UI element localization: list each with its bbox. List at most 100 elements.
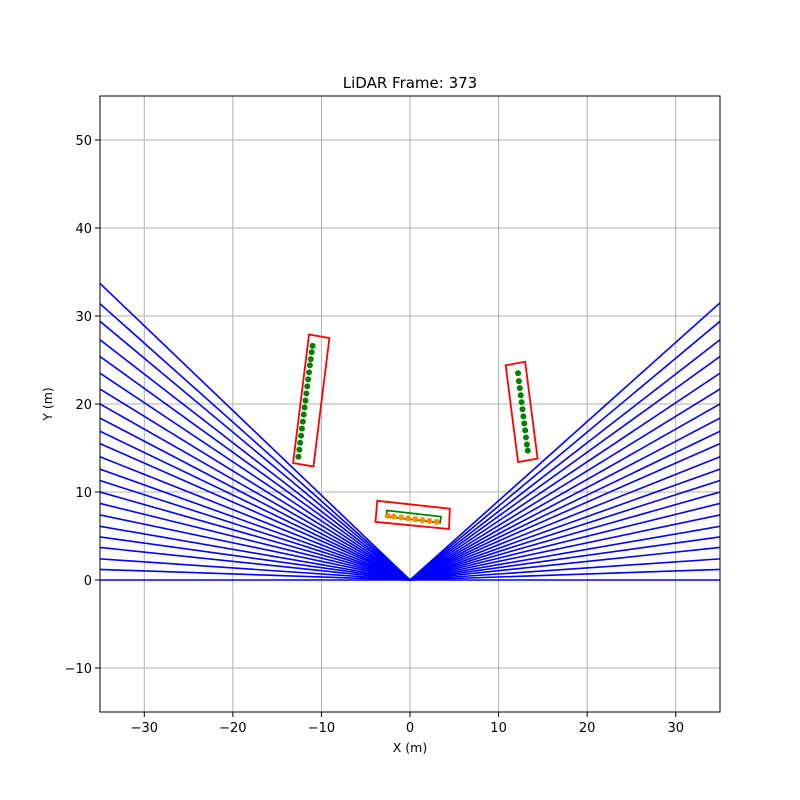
- lidar-ray: [100, 282, 411, 581]
- x-axis-label: X (m): [393, 740, 427, 755]
- green-point: [295, 453, 302, 460]
- green-point: [517, 392, 524, 399]
- green-point: [303, 390, 310, 397]
- x-tick-label: −10: [308, 721, 335, 736]
- lidar-ray: [100, 403, 411, 581]
- lidar-ray: [409, 536, 720, 581]
- green-point: [300, 411, 307, 418]
- orange-point: [398, 514, 405, 521]
- y-tick-label: 50: [75, 134, 92, 149]
- green-point: [304, 383, 311, 390]
- lidar-ray: [100, 491, 411, 581]
- green-point: [524, 447, 531, 454]
- lidar-ray: [409, 514, 720, 581]
- lidar-ray: [409, 388, 720, 581]
- y-tick-label: −10: [65, 662, 92, 677]
- orange-point: [405, 515, 412, 522]
- y-axis-label: Y (m): [40, 387, 55, 422]
- x-tick-label: 30: [667, 721, 684, 736]
- lidar-ray: [409, 456, 720, 581]
- lidar-ray: [409, 525, 720, 581]
- red-bounding-box: [292, 333, 331, 468]
- green-point: [302, 397, 309, 404]
- green-point: [308, 349, 315, 356]
- x-tick-label: −20: [219, 721, 246, 736]
- lidar-ray: [100, 355, 411, 581]
- lidar-ray: [409, 468, 720, 581]
- green-point: [523, 434, 530, 441]
- green-point: [307, 356, 314, 363]
- lidar-ray: [100, 372, 411, 581]
- y-tick-label: 40: [75, 222, 92, 237]
- orange-point: [412, 516, 419, 523]
- green-point: [518, 399, 525, 406]
- y-tick-label: 30: [75, 310, 92, 325]
- green-point: [309, 342, 316, 349]
- green-point: [520, 413, 527, 420]
- bounding-boxes: [292, 333, 539, 530]
- lidar-ray: [100, 525, 411, 581]
- orange-point: [419, 517, 426, 524]
- lidar-ray: [409, 372, 720, 581]
- point-clusters: [295, 342, 531, 525]
- lidar-ray: [409, 430, 720, 581]
- lidar-ray: [409, 546, 720, 581]
- green-point: [298, 425, 305, 432]
- orange-point: [391, 513, 398, 520]
- green-point: [299, 418, 306, 425]
- lidar-ray: [409, 403, 720, 581]
- lidar-ray: [100, 502, 411, 581]
- lidar-ray: [100, 417, 411, 581]
- lidar-ray: [100, 479, 411, 581]
- red-bounding-box: [504, 360, 539, 464]
- y-tick-label: 10: [75, 486, 92, 501]
- lidar-ray: [100, 442, 411, 581]
- orange-point: [426, 518, 433, 525]
- x-tick-label: 0: [406, 721, 414, 736]
- lidar-ray: [100, 536, 411, 581]
- lidar-ray: [100, 320, 411, 581]
- orange-point: [384, 512, 391, 519]
- chart-title: LiDAR Frame: 373: [343, 74, 477, 92]
- green-point: [522, 427, 529, 434]
- lidar-ray: [409, 417, 720, 581]
- x-tick-label: 10: [490, 721, 507, 736]
- lidar-ray: [409, 502, 720, 581]
- lidar-ray: [100, 339, 411, 581]
- lidar-ray: [100, 514, 411, 581]
- green-point: [519, 406, 526, 413]
- lidar-ray: [100, 303, 411, 581]
- lidar-ray: [409, 302, 720, 581]
- green-point: [296, 446, 303, 453]
- y-tick-label: 20: [75, 398, 92, 413]
- red-bounding-box: [374, 499, 451, 530]
- lidar-ray: [100, 468, 411, 581]
- plot-area: [100, 282, 720, 581]
- lidar-ray: [409, 339, 720, 581]
- lidar-ray: [409, 442, 720, 581]
- lidar-ray: [409, 320, 720, 581]
- green-point: [523, 441, 530, 448]
- lidar-ray: [100, 430, 411, 581]
- green-point: [306, 369, 313, 376]
- green-point: [298, 432, 305, 439]
- lidar-ray: [409, 355, 720, 581]
- green-point: [297, 439, 304, 446]
- green-point: [306, 362, 313, 369]
- green-point: [305, 376, 312, 383]
- lidar-ray: [100, 388, 411, 581]
- x-tick-label: 20: [579, 721, 596, 736]
- green-point: [515, 370, 522, 377]
- green-point: [515, 378, 522, 385]
- y-tick-label: 0: [84, 574, 92, 589]
- lidar-ray: [409, 558, 720, 581]
- lidar-ray: [409, 479, 720, 581]
- grid-lines: [100, 96, 720, 712]
- axis-ticks: −30 −20 −10 0 10 20 30 −10 0 10 20 30 40 50: [65, 134, 684, 736]
- lidar-ray: [100, 546, 411, 581]
- lidar-ray: [409, 491, 720, 581]
- lidar-ray: [100, 558, 411, 581]
- green-point: [301, 404, 308, 411]
- lidar-ray: [100, 568, 411, 581]
